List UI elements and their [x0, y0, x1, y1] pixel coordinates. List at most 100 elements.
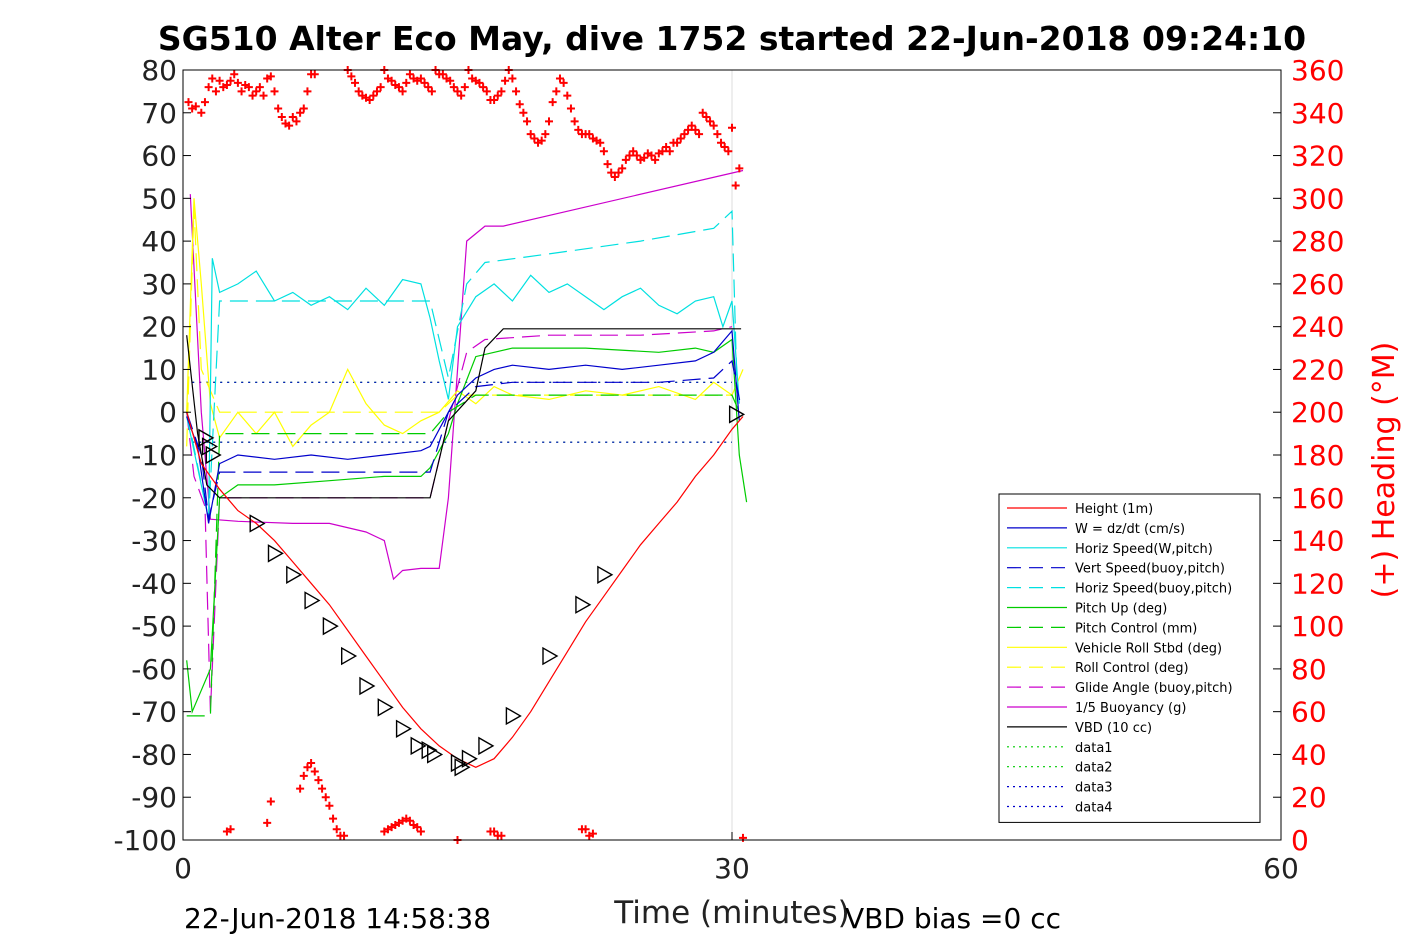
heading-point [596, 138, 605, 147]
y2-tick-label: 220 [1291, 353, 1344, 386]
y-tick-label: 50 [141, 182, 177, 215]
heading-point [424, 83, 433, 92]
heading-point [490, 827, 499, 836]
heading-point [427, 87, 436, 96]
x-tick-label: 60 [1263, 852, 1299, 885]
heading-point [673, 138, 682, 147]
heading-point [226, 76, 235, 85]
heading-point [325, 801, 334, 810]
vbd-marker [249, 514, 266, 533]
heading-point [270, 87, 279, 96]
heading-point [523, 117, 532, 126]
heading-point [252, 87, 261, 96]
heading-point [413, 823, 422, 832]
heading-point [497, 87, 506, 96]
heading-point [599, 147, 608, 156]
y2-tick-label: 80 [1291, 653, 1327, 686]
legend-label: VBD (10 cc) [1075, 721, 1152, 736]
heading-point [318, 784, 327, 793]
heading-point [585, 130, 594, 139]
heading-point [303, 763, 312, 772]
heading-point [204, 83, 213, 92]
x-tick-label: 30 [714, 852, 750, 885]
heading-point [684, 125, 693, 134]
vbd-marker [461, 749, 478, 768]
y2-tick-label: 300 [1291, 182, 1344, 215]
series-w [186, 329, 740, 524]
heading-point [566, 104, 575, 113]
vbd-marker [341, 646, 358, 666]
heading-point [720, 143, 729, 151]
series-pitch-control [186, 394, 740, 717]
vbd-marker-layer [198, 405, 746, 777]
heading-point [662, 143, 671, 151]
y-tick-label: -70 [131, 696, 177, 729]
heading-point [728, 123, 736, 132]
heading-point [307, 759, 316, 767]
heading-point [702, 113, 711, 122]
heading-point [691, 125, 700, 134]
heading-point [735, 164, 744, 173]
heading-point [296, 108, 305, 117]
heading-point [738, 833, 747, 842]
heading-point [545, 117, 553, 126]
heading-point [563, 91, 572, 100]
heading-point [457, 91, 466, 100]
vbd-marker [395, 719, 413, 738]
heading-point [717, 138, 726, 147]
y-tick-label: -60 [131, 653, 177, 686]
heading-point [581, 825, 590, 834]
heading-point [570, 117, 579, 126]
vbd-marker [542, 646, 559, 666]
heading-point [621, 155, 630, 164]
heading-point [354, 87, 363, 96]
y2-tick-label: 140 [1291, 525, 1344, 558]
heading-point [310, 70, 319, 79]
vbd-marker [322, 616, 339, 636]
heading-point [248, 91, 257, 100]
series-layer [186, 169, 748, 768]
y2-tick-label: 60 [1291, 696, 1327, 729]
legend-label: Horiz Speed(buoy,pitch) [1075, 582, 1232, 597]
footer-vbd-bias: VBD bias =0 cc [845, 902, 1061, 935]
heading-point [351, 78, 360, 87]
legend-label: Roll Control (deg) [1075, 661, 1189, 676]
y2-tick-label: 360 [1291, 54, 1344, 87]
heading-point [332, 825, 341, 834]
heading-point [548, 98, 557, 107]
heading-point [303, 87, 312, 96]
series-horiz-speed-buoy [186, 209, 739, 520]
heading-point [398, 87, 407, 96]
y-tick-label: 80 [141, 54, 177, 87]
series-vbd [186, 328, 742, 499]
heading-point [512, 87, 521, 96]
x-tick-label: 0 [174, 852, 192, 885]
y-tick-label: 30 [141, 268, 177, 301]
heading-point [493, 91, 502, 100]
heading-point [640, 153, 649, 162]
heading-point [530, 134, 539, 143]
y2-tick-label: 180 [1291, 439, 1344, 472]
y-tick-label: -30 [131, 525, 177, 558]
legend: Height (1m) W = dz/dt (cm/s) Horiz Speed(W… [998, 493, 1261, 823]
heading-point [731, 181, 740, 190]
heading-point [402, 78, 411, 87]
heading-point [559, 78, 568, 87]
heading-point [676, 134, 685, 143]
y-tick-label: -90 [131, 781, 177, 814]
heading-point [296, 784, 305, 793]
heading-point [244, 83, 253, 92]
heading-point [438, 70, 447, 79]
heading-point [515, 100, 524, 109]
heading-point [713, 130, 722, 139]
heading-point [266, 797, 275, 806]
heading-point [277, 113, 286, 122]
y2-tick-label: 40 [1291, 738, 1327, 771]
heading-point [365, 95, 374, 104]
y2-tick-label: 320 [1291, 140, 1344, 173]
heading-point [263, 818, 272, 827]
legend-label: W = dz/dt (cm/s) [1075, 522, 1185, 537]
legend-label: Vert Speed(buoy,pitch) [1075, 562, 1225, 577]
heading-point [329, 814, 338, 823]
